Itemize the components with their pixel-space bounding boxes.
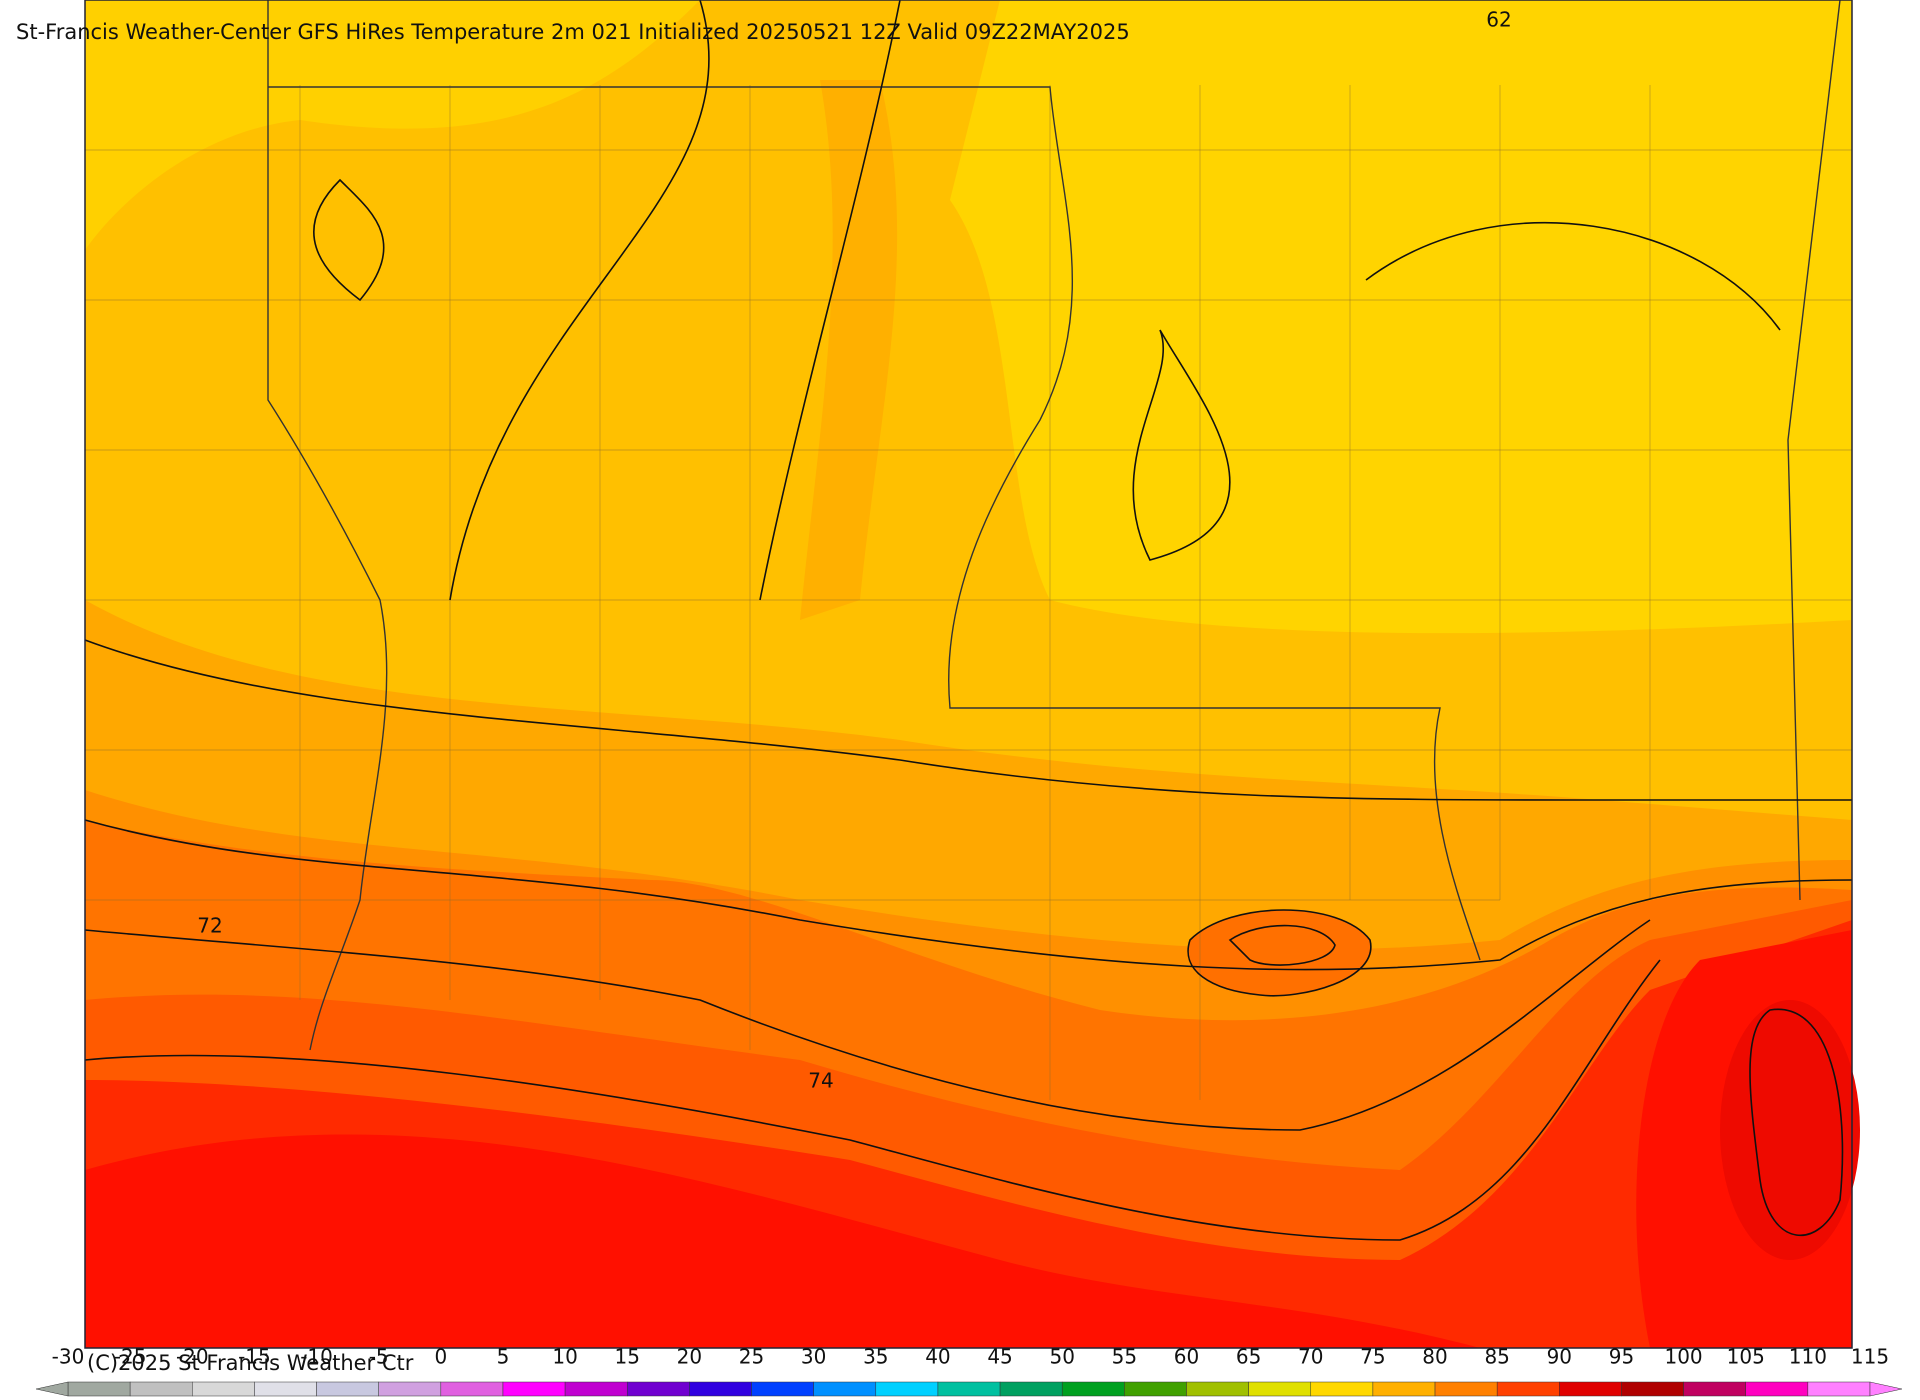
colorbar-tick-label: 75 [1360, 1345, 1385, 1369]
colorbar-swatch [937, 1381, 1001, 1397]
colorbar-swatch [626, 1381, 690, 1397]
colorbar-swatch [316, 1381, 379, 1397]
colorbar-swatch [999, 1381, 1063, 1397]
colorbar-tick-label: -10 [300, 1345, 333, 1369]
colorbar-tick-label: 60 [1174, 1345, 1199, 1369]
colorbar-tick-label: -5 [369, 1345, 389, 1369]
colorbar-tick-label: 50 [1049, 1345, 1074, 1369]
colorbar-swatch [1310, 1381, 1374, 1397]
map-frame [84, 0, 1853, 1349]
colorbar-swatch [689, 1381, 752, 1397]
colorbar-tick-label: 25 [739, 1345, 764, 1369]
colorbar-arrow [1869, 1381, 1903, 1397]
colorbar-swatch [751, 1381, 814, 1397]
colorbar-swatch [564, 1381, 628, 1397]
colorbar-swatch [1434, 1381, 1498, 1397]
contour-label: 72 [197, 914, 222, 938]
colorbar-tick-label: 90 [1547, 1345, 1572, 1369]
colorbar-swatch [192, 1381, 255, 1397]
colorbar-tick-label: 5 [497, 1345, 510, 1369]
colorbar-swatch [1745, 1381, 1809, 1397]
colorbar-swatch [1807, 1381, 1871, 1397]
colorbar-tick-label: 40 [925, 1345, 950, 1369]
colorbar-swatch [67, 1381, 131, 1397]
contours [84, 0, 1853, 1241]
colorbar-arrow [35, 1381, 69, 1397]
temperature-fill [85, 0, 1860, 1348]
colorbar-swatch [1061, 1381, 1125, 1397]
colorbar-swatch [502, 1381, 566, 1397]
colorbar-swatch [378, 1381, 442, 1397]
copyright: (C)2025 St Francis Weather Ctr [87, 1351, 414, 1375]
colorbar-swatch [1372, 1381, 1436, 1397]
map-title: St-Francis Weather-Center GFS HiRes Temp… [16, 20, 1130, 44]
colorbar-tick-label: -15 [238, 1345, 271, 1369]
colorbar-swatch [129, 1381, 193, 1397]
colorbar-tick-label: 100 [1664, 1345, 1702, 1369]
colorbar-swatch [813, 1381, 877, 1397]
colorbar-tick-label: 110 [1789, 1345, 1827, 1369]
colorbar-tick-label: 115 [1851, 1345, 1889, 1369]
colorbar-swatch [1186, 1381, 1249, 1397]
contour-label: 62 [1486, 8, 1511, 32]
colorbar-tick-label: 55 [1112, 1345, 1137, 1369]
colorbar-tick-label: -20 [176, 1345, 209, 1369]
colorbar-tick-label: -30 [52, 1345, 85, 1369]
colorbar-swatch [440, 1381, 504, 1397]
colorbar-tick-label: -25 [114, 1345, 147, 1369]
colorbar-tick-label: 70 [1298, 1345, 1323, 1369]
colorbar-swatch [1559, 1381, 1622, 1397]
colorbar-swatch [1124, 1381, 1187, 1397]
colorbar-swatch [1683, 1381, 1746, 1397]
colorbar-swatch [1248, 1381, 1312, 1397]
state-borders [267, 0, 1841, 1051]
contour-label: 74 [808, 1069, 833, 1093]
colorbar: -30 -25 -20 -15 -10 -5 0 5 10 15 20 25 30 35 40 45 50 55 6… [35, 1345, 1903, 1397]
colorbar-tick-label: 15 [615, 1345, 640, 1369]
colorbar-tick-label: 45 [987, 1345, 1012, 1369]
colorbar-swatch [1621, 1381, 1684, 1397]
colorbar-tick-label: 65 [1236, 1345, 1261, 1369]
colorbar-swatch [875, 1381, 939, 1397]
county-lines [85, 85, 1852, 1100]
colorbar-tick-label: 30 [801, 1345, 826, 1369]
colorbar-tick-label: 105 [1727, 1345, 1765, 1369]
colorbar-tick-label: 95 [1609, 1345, 1634, 1369]
colorbar-swatch [1496, 1381, 1560, 1397]
colorbar-tick-label: 20 [677, 1345, 702, 1369]
colorbar-tick-label: 0 [434, 1345, 447, 1369]
colorbar-tick-label: 80 [1422, 1345, 1447, 1369]
colorbar-swatch [254, 1381, 317, 1397]
colorbar-tick-label: 35 [863, 1345, 888, 1369]
colorbar-tick-label: 10 [552, 1345, 577, 1369]
colorbar-tick-label: 85 [1484, 1345, 1509, 1369]
